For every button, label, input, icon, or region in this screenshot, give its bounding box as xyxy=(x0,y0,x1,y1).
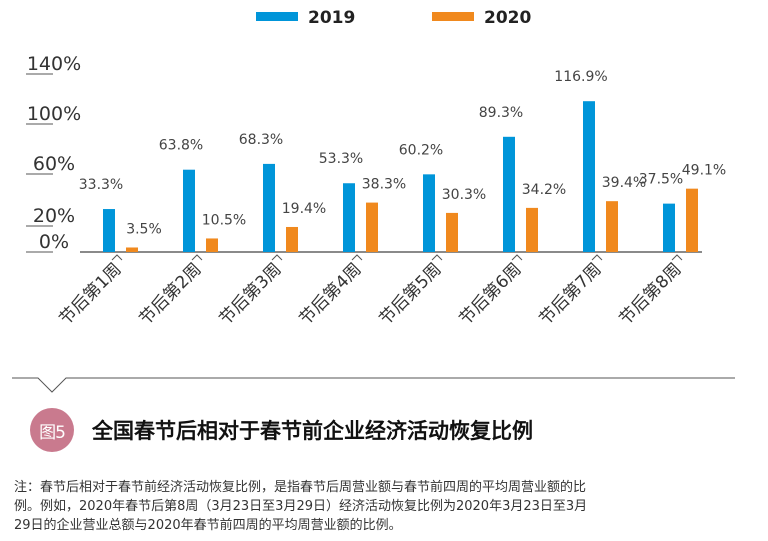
x-tick-label: 节后第8周 xyxy=(616,259,686,329)
x-tick-label: 节后第7周 xyxy=(536,259,606,329)
data-label-2019: 89.3% xyxy=(479,105,523,121)
note-line: 29日的企业营业总额与2020年春节前四周的平均周营业额的比例。 xyxy=(14,518,402,533)
data-label-2020: 19.4% xyxy=(282,201,326,217)
bar-2019 xyxy=(663,203,675,252)
bar-2019 xyxy=(343,183,355,252)
bar-2020 xyxy=(686,188,698,252)
bar-2020 xyxy=(366,202,378,252)
tick-caret xyxy=(191,254,203,261)
bar-chart: 2019 2020 140% 100% 60% 20% 0% 33.3% 3.5% 节后第1周 63… xyxy=(12,8,735,393)
figure-title: 全国春节后相对于春节前企业经济活动恢复比例 xyxy=(92,419,533,443)
figure-badge: 图5 xyxy=(30,408,74,452)
data-label-2019: 63.8% xyxy=(159,138,203,154)
x-tick-label: 节后第6周 xyxy=(456,259,526,329)
bar-2019 xyxy=(103,209,115,252)
data-label-2019: 33.3% xyxy=(79,177,123,193)
bar-2020 xyxy=(526,207,538,252)
tick-caret xyxy=(351,254,363,261)
x-tick-label: 节后第5周 xyxy=(376,259,446,329)
x-tick-label: 节后第4周 xyxy=(296,259,366,329)
tick-caret xyxy=(111,254,123,261)
y-tick-label: 140% xyxy=(27,53,81,75)
bar-2019 xyxy=(263,163,275,252)
data-label-2020: 38.3% xyxy=(362,177,406,193)
data-label-2020: 30.3% xyxy=(442,187,486,203)
figure-note: 注：春节后相对于春节前经济活动恢复比例，是指春节后周营业额与春节前四周的平均周营… xyxy=(14,478,754,535)
x-tick-label: 节后第2周 xyxy=(136,259,206,329)
legend-label: 2019 xyxy=(308,8,355,28)
legend-label: 2020 xyxy=(484,8,531,28)
note-line: 例。例如，2020年春节后第8周（3月23日至3月29日）经济活动恢复比例为20… xyxy=(14,499,588,514)
bar-2019 xyxy=(503,136,515,252)
data-label-2020: 10.5% xyxy=(202,212,246,228)
data-label-2019: 116.9% xyxy=(554,69,607,85)
x-tick-label: 节后第1周 xyxy=(56,259,126,329)
data-label-2020: 49.1% xyxy=(682,163,726,179)
bar-2019 xyxy=(583,101,595,252)
bar-2020 xyxy=(286,226,298,252)
tick-caret xyxy=(591,254,603,261)
data-label-2020: 3.5% xyxy=(126,221,162,237)
divider-line xyxy=(12,377,735,393)
y-tick-label: 20% xyxy=(33,205,75,227)
data-label-2019: 68.3% xyxy=(239,132,283,148)
data-label-2019: 53.3% xyxy=(319,151,363,167)
figure-caption: 图5 全国春节后相对于春节前企业经济活动恢复比例 xyxy=(30,408,533,452)
bar-2020 xyxy=(606,201,618,252)
bar-2019 xyxy=(183,169,195,252)
tick-caret xyxy=(431,254,443,261)
tick-caret xyxy=(671,254,683,261)
tick-caret xyxy=(511,254,523,261)
data-label-2019: 60.2% xyxy=(399,142,443,158)
legend-swatch-2019 xyxy=(256,12,298,21)
bar-2020 xyxy=(126,247,138,252)
tick-caret xyxy=(271,254,283,261)
y-tick-label: 60% xyxy=(33,153,75,175)
y-tick-label: 100% xyxy=(27,103,81,125)
data-label-2019: 37.5% xyxy=(639,172,683,188)
bar-2020 xyxy=(446,212,458,252)
data-label-2020: 34.2% xyxy=(522,182,566,198)
x-tick-label: 节后第3周 xyxy=(216,259,286,329)
bar-2019 xyxy=(423,174,435,252)
bar-2020 xyxy=(206,238,218,252)
y-tick-label: 0% xyxy=(39,231,69,253)
data-label-2020: 39.4% xyxy=(602,175,646,191)
note-line: 注：春节后相对于春节前经济活动恢复比例，是指春节后周营业额与春节前四周的平均周营… xyxy=(14,480,587,495)
legend-swatch-2020 xyxy=(432,12,474,21)
